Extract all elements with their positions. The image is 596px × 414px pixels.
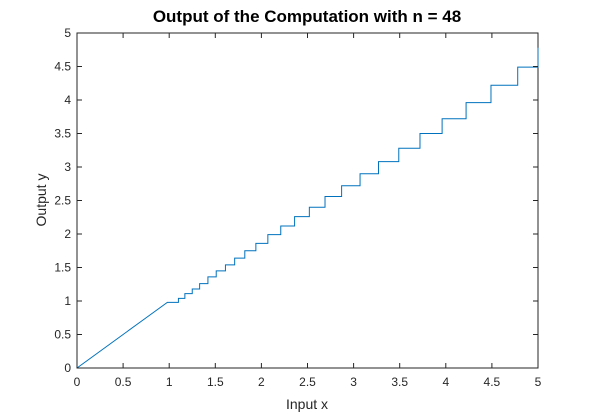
x-tick-label: 0: [74, 375, 81, 389]
x-tick-label: 4.5: [484, 375, 501, 389]
series-line: [76, 47, 539, 369]
x-tick-label: 5: [535, 375, 542, 389]
x-axis: 0 0.5 1 1.5 2 2.5 3 3.5 4 4.5 5: [74, 33, 542, 389]
y-tick-label: 4.5: [54, 60, 71, 74]
y-axis-label: Output y: [33, 174, 49, 227]
y-axis: 0 0.5 1 1.5 2 2.5 3 3.5 4 4.5 5: [54, 26, 538, 375]
y-tick-label: 5: [64, 26, 71, 40]
x-tick-label: 1.5: [207, 375, 224, 389]
y-tick-label: 2: [64, 227, 71, 241]
y-tick-label: 0: [64, 361, 71, 375]
y-tick-label: 4: [64, 93, 71, 107]
y-tick-label: 1.5: [54, 261, 71, 275]
x-tick-label: 0.5: [115, 375, 132, 389]
x-tick-label: 3: [350, 375, 357, 389]
x-axis-label: Input x: [286, 396, 328, 412]
y-tick-label: 3: [64, 160, 71, 174]
series-layer: [76, 47, 539, 369]
x-tick-label: 1: [166, 375, 173, 389]
x-tick-label: 3.5: [391, 375, 408, 389]
y-tick-label: 3.5: [54, 127, 71, 141]
x-tick-label: 2: [258, 375, 265, 389]
chart-title: Output of the Computation with n = 48: [153, 7, 461, 26]
y-tick-label: 2.5: [54, 194, 71, 208]
y-tick-label: 1: [64, 294, 71, 308]
x-tick-label: 2.5: [299, 375, 316, 389]
y-tick-label: 0.5: [54, 328, 71, 342]
x-tick-label: 4: [442, 375, 449, 389]
